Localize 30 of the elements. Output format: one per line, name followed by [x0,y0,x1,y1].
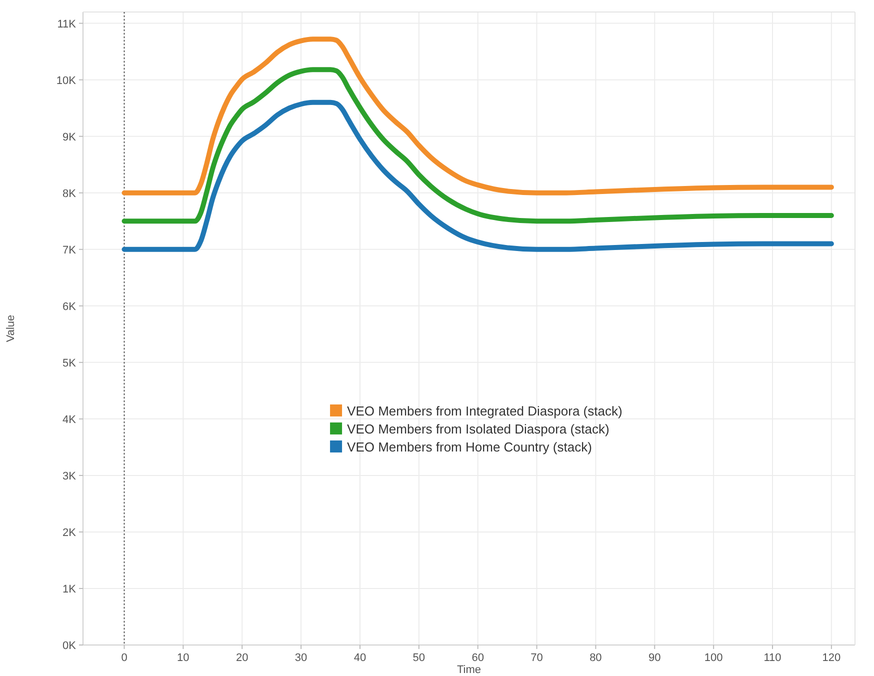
x-tick-label: 70 [530,652,543,664]
y-tick-label: 1K [62,583,77,596]
x-tick-label: 80 [590,652,602,664]
x-tick-label: 110 [764,652,782,664]
x-tick-label: 20 [236,652,248,664]
x-axis-title: Time [456,664,482,676]
y-tick-label: 0K [62,640,77,652]
x-tick-label: 30 [294,652,308,664]
y-tick-label: 9K [62,131,77,144]
x-tick-label: 50 [412,652,426,664]
x-tick-label: 100 [704,652,723,664]
y-tick-label: 4K [62,414,77,426]
x-tick-label: 120 [822,652,841,664]
x-tick-label: 60 [472,652,484,664]
y-axis-title: Value [5,314,17,342]
y-tick-label: 3K [62,470,77,482]
legend-label: VEO Members from Isolated Diaspora (stack) [347,421,610,436]
legend-label: VEO Members from Home Country (stack) [347,439,592,454]
y-tick-label: 7K [62,244,77,256]
y-tick-label: 5K [62,357,77,370]
legend-label: VEO Members from Integrated Diaspora (stack) [347,403,622,418]
y-tick-label: 11K [57,18,77,30]
x-tick-label: 40 [354,652,366,664]
x-tick-label: 90 [648,652,661,664]
y-tick-label: 10K [56,74,77,87]
y-tick-label: 2K [62,526,77,539]
y-tick-label: 6K [62,300,77,313]
x-tick-label: 10 [177,652,190,664]
y-tick-label: 8K [62,188,77,200]
x-tick-label: 0 [121,652,128,664]
